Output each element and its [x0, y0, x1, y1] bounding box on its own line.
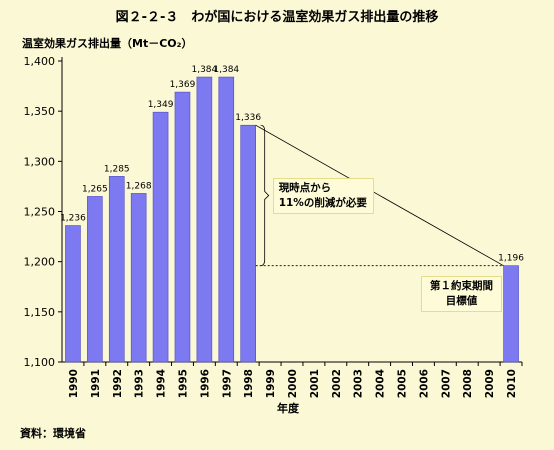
x-tick-label: 2000: [287, 369, 299, 398]
trend-line: [255, 124, 504, 267]
x-tick-label: 2002: [331, 369, 343, 398]
x-tick-label: 1992: [112, 369, 124, 398]
bar-1998: [240, 124, 256, 363]
reduction-note-line-1: 現時点から: [278, 182, 332, 195]
y-tick-label: 1,300: [24, 155, 56, 168]
x-axis-label: 年度: [277, 401, 300, 415]
x-tick-label: 2009: [484, 369, 496, 398]
figure-title: 図２-２-３ わが国における温室効果ガス排出量の推移: [115, 10, 439, 25]
y-tick-label: 1,150: [24, 306, 56, 319]
target-note-line-1: 第１約束期間: [430, 279, 494, 292]
data-label: 1,336: [235, 113, 261, 123]
x-tick-label: 1998: [243, 369, 255, 398]
data-label: 1,349: [148, 100, 174, 110]
x-tick-label: 2010: [506, 369, 518, 398]
bar-1990: [65, 225, 81, 363]
bar-1993: [130, 193, 147, 363]
x-tick-label: 2007: [440, 369, 452, 398]
bars: 1,236 1,265 1,285 1,268 1,349 1,369 1,3841,384…: [60, 65, 524, 363]
x-tick-label: 2001: [309, 369, 321, 398]
data-label: 1,268: [126, 181, 152, 191]
y-tick-label: 1,350: [24, 105, 56, 118]
x-tick-label: 2004: [375, 369, 387, 398]
x-tick-label: 2005: [397, 369, 409, 398]
data-label: 1,384: [191, 65, 217, 75]
x-tick-label: 1997: [221, 369, 233, 398]
reduction-note-line-2: 11%の削減が必要: [278, 197, 367, 210]
y-tick-label: 1,400: [24, 55, 56, 68]
bar-2010: [503, 265, 519, 363]
bar-1991: [87, 196, 103, 363]
annotations: [255, 124, 504, 267]
x-tick-label: 1996: [199, 369, 211, 398]
bar-1994: [152, 111, 169, 363]
data-label: 1,384: [213, 65, 239, 75]
x-tick-label: 1993: [134, 369, 146, 398]
data-label: 1,265: [82, 184, 108, 194]
x-tick-label: 1994: [156, 369, 168, 398]
source-note: 資料：環境省: [20, 427, 86, 440]
y-tick-label: 1,100: [24, 356, 56, 369]
axes: 1,100 1,150 1,200 1,250 1,300 1,350 1,400 1990 1…: [24, 55, 523, 398]
x-tick-label: 2008: [462, 369, 474, 398]
data-label: 1,236: [60, 214, 86, 224]
data-label: 1,285: [104, 164, 130, 174]
reduction-bracket: [260, 124, 270, 267]
x-tick-label: 2006: [418, 369, 430, 398]
bar-1996: [196, 76, 213, 363]
x-tick-label: 1991: [90, 369, 102, 398]
reduction-note: 現時点から 11%の削減が必要: [272, 178, 374, 215]
x-tick-label: 2003: [353, 369, 365, 398]
x-tick-label: 1995: [177, 369, 189, 398]
data-label: 1,369: [170, 80, 196, 90]
bar-1997: [218, 76, 235, 363]
bar-1992: [108, 176, 125, 363]
bar-1995: [174, 91, 191, 363]
y-tick-label: 1,250: [24, 206, 56, 219]
target-note: 第１約束期間 目標値: [421, 275, 503, 312]
data-label: 1,196: [498, 254, 524, 264]
target-note-line-2: 目標値: [445, 294, 478, 307]
x-tick-label: 1999: [265, 369, 277, 398]
y-axis-label: 温室効果ガス排出量（Mt－CO₂）: [22, 36, 192, 50]
x-tick-label: 1990: [68, 369, 80, 398]
y-tick-label: 1,200: [24, 256, 56, 269]
